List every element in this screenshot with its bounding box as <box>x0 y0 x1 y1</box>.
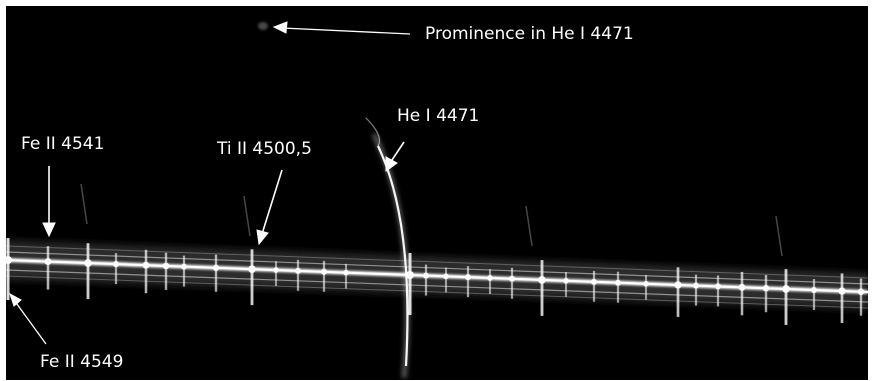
emission-lines <box>6 183 865 325</box>
label-he-4471: He I 4471 <box>397 106 480 126</box>
emission-knot <box>423 272 429 279</box>
label-ti-4500: Ti II 4500,5 <box>217 139 312 159</box>
emission-knot <box>762 285 770 292</box>
emission-knot <box>84 259 92 267</box>
emission-knot <box>782 285 790 293</box>
annotation-arrows <box>9 21 411 345</box>
emission-knot <box>563 277 569 284</box>
emission-knot <box>212 264 220 271</box>
label-fe-4541: Fe II 4541 <box>21 134 105 154</box>
emission-knot <box>738 283 746 291</box>
faint-streak <box>525 205 533 247</box>
emission-knot <box>162 262 170 270</box>
emission-knot <box>715 283 721 290</box>
emission-knot <box>487 275 493 281</box>
emission-knot <box>113 261 119 268</box>
emission-knot <box>465 274 471 281</box>
emission-knot <box>615 279 621 286</box>
solar-spectrum-image: Prominence in He I 4471 He I 4471 Fe II … <box>6 6 868 380</box>
emission-knot <box>181 263 187 270</box>
label-fe-4549: Fe II 4549 <box>40 352 124 372</box>
emission-knot <box>44 258 52 265</box>
emission-knot <box>248 265 256 273</box>
emission-knot <box>6 256 12 265</box>
emission-knot <box>443 273 449 280</box>
emission-knot <box>538 276 546 284</box>
emission-knot <box>811 286 817 293</box>
emission-knot <box>273 267 279 273</box>
emission-knot <box>693 282 699 289</box>
emission-knot <box>321 268 327 275</box>
emission-knot <box>643 280 649 287</box>
emission-knot <box>857 288 865 295</box>
emission-knot <box>343 269 349 276</box>
emission-knot <box>674 281 682 289</box>
prominence-blob <box>258 22 268 30</box>
faint-streak <box>775 215 783 257</box>
emission-knot <box>838 287 846 295</box>
emission-knot <box>295 267 301 274</box>
continuum-band <box>6 238 868 312</box>
emission-knot <box>509 275 515 282</box>
emission-knot <box>591 278 597 285</box>
label-prominence: Prominence in He I 4471 <box>425 24 634 44</box>
emission-knot <box>142 261 150 269</box>
faint-streak <box>80 183 88 225</box>
spectrum-graphic <box>6 21 868 379</box>
faint-streak <box>243 195 251 237</box>
